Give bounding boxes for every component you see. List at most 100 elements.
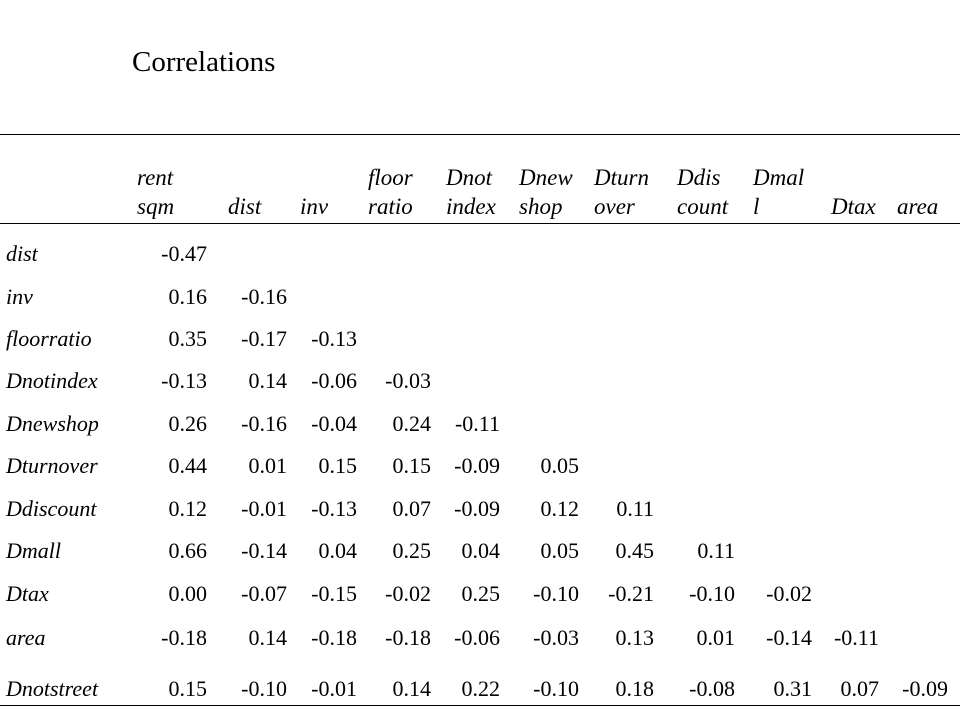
table-cell: 0.00 [168,581,208,606]
table-cell: -0.09 [454,496,500,521]
column-header-line [897,163,938,192]
table-cell: 0.01 [696,625,736,650]
table-cell: -0.17 [241,326,287,351]
table-cell: -0.07 [241,581,287,606]
top-rule [0,134,960,135]
table-cell: 0.05 [540,538,580,563]
row-label: Dnotindex [6,368,98,393]
table-cell: -0.16 [241,411,287,436]
column-header: Dnew shop [519,163,573,221]
table-cell: -0.03 [533,625,579,650]
column-header-line: Dnot [446,165,492,190]
table-cell: -0.06 [311,368,357,393]
column-header-line: Dturn [594,165,649,190]
column-header-line: Dnew [519,165,573,190]
column-header-line: sqm [137,194,175,219]
bottom-rule [0,705,960,706]
table-cell: -0.06 [454,625,500,650]
column-header-line: shop [519,194,563,219]
table-cell: 0.07 [392,496,432,521]
column-header-line: l [753,194,760,219]
table-cell: -0.13 [311,496,357,521]
row-label: area [6,625,46,650]
table-cell: 0.25 [392,538,432,563]
table-cell: -0.01 [241,496,287,521]
column-header-line: dist [228,194,262,219]
column-header-line: rent [137,165,174,190]
row-label: Dturnover [6,453,98,478]
column-header: area [897,163,938,221]
table-cell: -0.13 [161,368,207,393]
table-cell: 0.15 [318,453,358,478]
table-cell: 0.11 [697,538,735,563]
table-cell: -0.10 [689,581,735,606]
table-cell: 0.18 [615,676,655,701]
row-label: inv [6,284,33,309]
table-cell: 0.16 [168,284,208,309]
column-header: Dtax [831,163,876,221]
row-label: Dnotstreet [6,676,99,701]
column-header-line [300,163,328,192]
table-cell: -0.15 [311,581,357,606]
table-cell: -0.09 [454,453,500,478]
column-header: inv [300,163,328,221]
table-cell: 0.07 [840,676,880,701]
table-cell: 0.11 [616,496,654,521]
table-cell: -0.01 [311,676,357,701]
table-cell: -0.11 [454,411,500,436]
column-header-line: over [594,194,635,219]
table-cell: 0.31 [773,676,813,701]
column-header-line: index [446,194,496,219]
table-cell: 0.26 [168,411,208,436]
table-cell: 0.13 [615,625,655,650]
table-cell: 0.14 [248,625,288,650]
table-cell: -0.09 [902,676,948,701]
column-header-line: Ddis [677,165,721,190]
column-header: Dmal l [753,163,804,221]
table-cell: -0.10 [533,676,579,701]
column-header-line: Dmal [753,165,805,190]
table-cell: 0.14 [392,676,432,701]
table-cell: -0.10 [533,581,579,606]
header-rule [0,223,960,224]
table-cell: -0.02 [385,581,431,606]
table-cell: -0.08 [689,676,735,701]
table-cell: -0.13 [311,326,357,351]
table-cell: 0.45 [615,538,655,563]
column-header: dist [228,163,261,221]
table-cell: 0.25 [461,581,501,606]
column-header: Dturn over [594,163,649,221]
row-label: dist [6,241,38,266]
table-cell: -0.47 [161,241,207,266]
table-cell: 0.24 [392,411,432,436]
table-cell: 0.22 [461,676,501,701]
column-header: Dnot index [446,163,496,221]
column-header: floor ratio [368,163,413,221]
table-cell: -0.16 [241,284,287,309]
table-cell: -0.04 [311,411,357,436]
row-label: floorratio [6,326,92,351]
table-cell: 0.66 [168,538,208,563]
table-cell: -0.11 [833,625,879,650]
table-cell: -0.10 [241,676,287,701]
column-header: rent sqm [137,163,174,221]
row-label: Ddiscount [6,496,97,521]
column-header-line [228,163,261,192]
table-cell: 0.14 [248,368,288,393]
table-title: Correlations [132,46,276,78]
table-cell: -0.18 [161,625,207,650]
row-label: Dtax [6,581,49,606]
column-header-line: area [897,194,939,219]
table-cell: 0.15 [168,676,208,701]
column-header-line: count [677,194,729,219]
column-header-line: floor [368,165,413,190]
table-cell: 0.12 [540,496,580,521]
table-cell: 0.01 [248,453,288,478]
column-header-line: inv [300,194,329,219]
table-cell: 0.12 [168,496,208,521]
table-cell: -0.21 [608,581,654,606]
column-header-line: Dtax [831,194,876,219]
column-header: Ddis count [677,163,728,221]
table-cell: 0.05 [540,453,580,478]
table-cell: -0.18 [311,625,357,650]
